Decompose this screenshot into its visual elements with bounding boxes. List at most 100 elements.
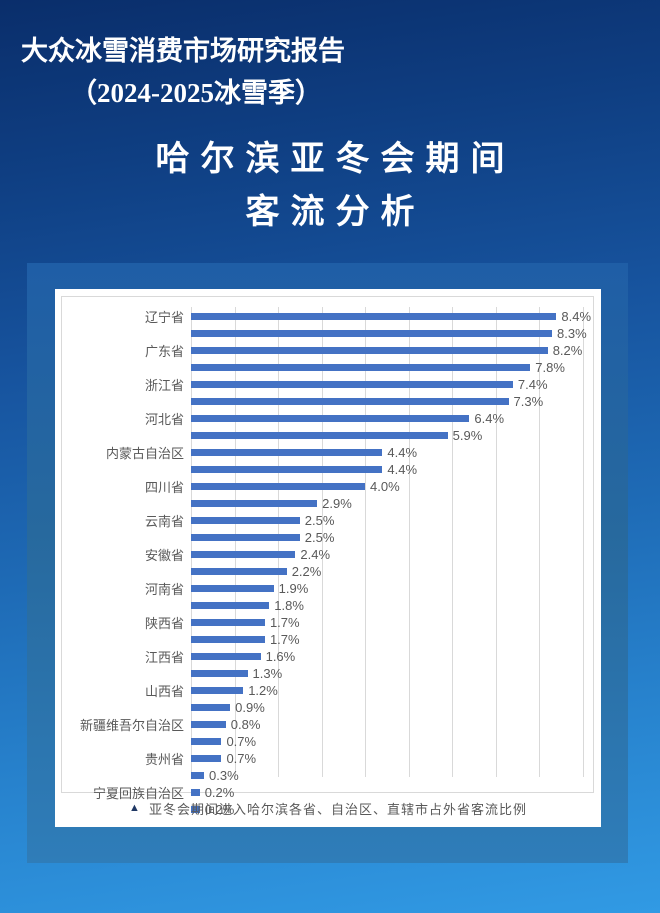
bar — [191, 415, 470, 422]
bar-row: 浙江省 7.4% — [62, 375, 593, 394]
value-label: 2.9% — [322, 496, 352, 511]
value-label: 1.3% — [252, 666, 283, 681]
bar-row: 2.9% — [62, 496, 593, 511]
bar-row: 5.9% — [62, 428, 593, 443]
chart-rows: 辽宁省 8.4% 8.3% 广东省 8.2% 7.8% 浙江省 7.4% 7.3% 河北省 6.4%… — [62, 307, 593, 817]
bar-row: 安徽省 2.4% — [62, 545, 593, 564]
value-label: 4.4% — [387, 462, 418, 477]
bar-row: 贵州省 0.7% — [62, 749, 593, 768]
chart-card: 辽宁省 8.4% 8.3% 广东省 8.2% 7.8% 浙江省 7.4% 7.3% 河北省 6.4%… — [55, 289, 601, 827]
gridline — [582, 307, 584, 777]
bar — [191, 500, 318, 507]
bar — [191, 449, 383, 456]
gridline — [495, 307, 497, 777]
value-label: 1.7% — [269, 632, 300, 647]
value-label: 0.3% — [209, 768, 239, 783]
bar-row: 陕西省 1.7% — [62, 613, 593, 632]
value-label: 2.4% — [300, 547, 331, 562]
category-label: 云南省 — [144, 514, 184, 529]
bar-row: 云南省 2.5% — [62, 511, 593, 530]
bar-row: 辽宁省 8.4% — [62, 307, 593, 326]
bar-row: 4.4% — [62, 462, 593, 477]
bar-row: 7.8% — [62, 360, 593, 375]
page-title: 哈尔滨亚冬会期间 客流分析 — [0, 133, 660, 239]
bar — [191, 602, 270, 609]
category-label: 安徽省 — [144, 548, 184, 563]
value-label: 4.0% — [370, 479, 400, 494]
category-label: 辽宁省 — [144, 310, 184, 325]
chart-caption: ▲ 亚冬会期间进入哈尔滨各省、自治区、直辖市占外省客流比例 — [55, 799, 601, 818]
report-subtitle: （2024-2025冰雪季） — [70, 78, 322, 108]
value-label: 0.2% — [204, 802, 235, 817]
value-label: 8.3% — [557, 326, 587, 341]
bar-row: 内蒙古自治区 4.4% — [62, 443, 593, 462]
bar-row: 0.3% — [62, 768, 593, 783]
bar — [191, 653, 261, 660]
bar — [191, 721, 226, 728]
chart-card-frame: 辽宁省 8.4% 8.3% 广东省 8.2% 7.8% 浙江省 7.4% 7.3% 河北省 6.4%… — [27, 263, 628, 863]
bar-row: 1.8% — [62, 598, 593, 613]
bar — [191, 755, 222, 762]
gridline — [452, 307, 453, 777]
chart-caption-text: 亚冬会期间进入哈尔滨各省、自治区、直辖市占外省客流比例 — [148, 802, 527, 817]
value-label: 6.4% — [474, 411, 505, 426]
gridline — [321, 307, 323, 777]
value-label: 7.3% — [513, 394, 544, 409]
value-label: 0.9% — [235, 700, 265, 715]
category-label: 宁夏回族自治区 — [92, 786, 184, 801]
value-label: 4.4% — [387, 445, 418, 460]
value-label: 8.4% — [561, 309, 592, 324]
value-label: 2.2% — [291, 564, 322, 579]
bar — [191, 398, 509, 405]
bar-row: 宁夏回族自治区 0.2% — [62, 783, 593, 802]
legend-triangle-icon: ▲ — [129, 802, 140, 814]
gridline — [539, 307, 540, 777]
gridline — [191, 307, 192, 777]
bar — [191, 585, 274, 592]
bar-row: 7.3% — [62, 394, 593, 409]
bar-row: 江西省 1.6% — [62, 647, 593, 666]
bar-row: 2.2% — [62, 564, 593, 579]
category-label: 河南省 — [144, 582, 184, 597]
gridline — [234, 307, 236, 777]
bar-row: 新疆维吾尔自治区 0.8% — [62, 715, 593, 734]
value-label: 1.9% — [278, 581, 309, 596]
category-label: 新疆维吾尔自治区 — [79, 718, 184, 733]
value-label: 7.4% — [517, 377, 548, 392]
bar — [191, 551, 296, 558]
bar — [191, 738, 222, 745]
bar — [191, 789, 200, 796]
value-label: 1.8% — [274, 598, 304, 613]
bar — [191, 670, 248, 677]
bar-row: 1.7% — [62, 632, 593, 647]
bar — [191, 534, 300, 541]
bar — [191, 806, 200, 813]
bar-row: 河南省 1.9% — [62, 579, 593, 598]
page-title-line2: 客流分析 — [245, 193, 426, 231]
category-label: 河北省 — [144, 412, 184, 427]
bar — [191, 466, 383, 473]
chart-gridlines — [62, 307, 593, 777]
category-label: 广东省 — [144, 344, 184, 359]
bar — [191, 313, 557, 320]
gridline — [408, 307, 410, 777]
bar-row: 0.7% — [62, 734, 593, 749]
bar-row: 河北省 6.4% — [62, 409, 593, 428]
bar — [191, 330, 553, 337]
value-label: 1.6% — [265, 649, 296, 664]
bar — [191, 483, 365, 490]
bar — [191, 619, 265, 626]
bar-chart: 辽宁省 8.4% 8.3% 广东省 8.2% 7.8% 浙江省 7.4% 7.3% 河北省 6.4%… — [61, 296, 594, 817]
bar — [191, 347, 548, 354]
report-title: 大众冰雪消费市场研究报告 — [21, 36, 345, 66]
value-label: 2.5% — [304, 513, 335, 528]
bar — [191, 687, 244, 694]
gridline — [278, 307, 279, 777]
category-label: 陕西省 — [144, 616, 184, 631]
bar-row: 四川省 4.0% — [62, 477, 593, 496]
bar — [191, 704, 231, 711]
bar-row: 8.3% — [62, 326, 593, 341]
category-label: 内蒙古自治区 — [105, 446, 184, 461]
bar — [191, 432, 448, 439]
value-label: 0.8% — [230, 717, 261, 732]
